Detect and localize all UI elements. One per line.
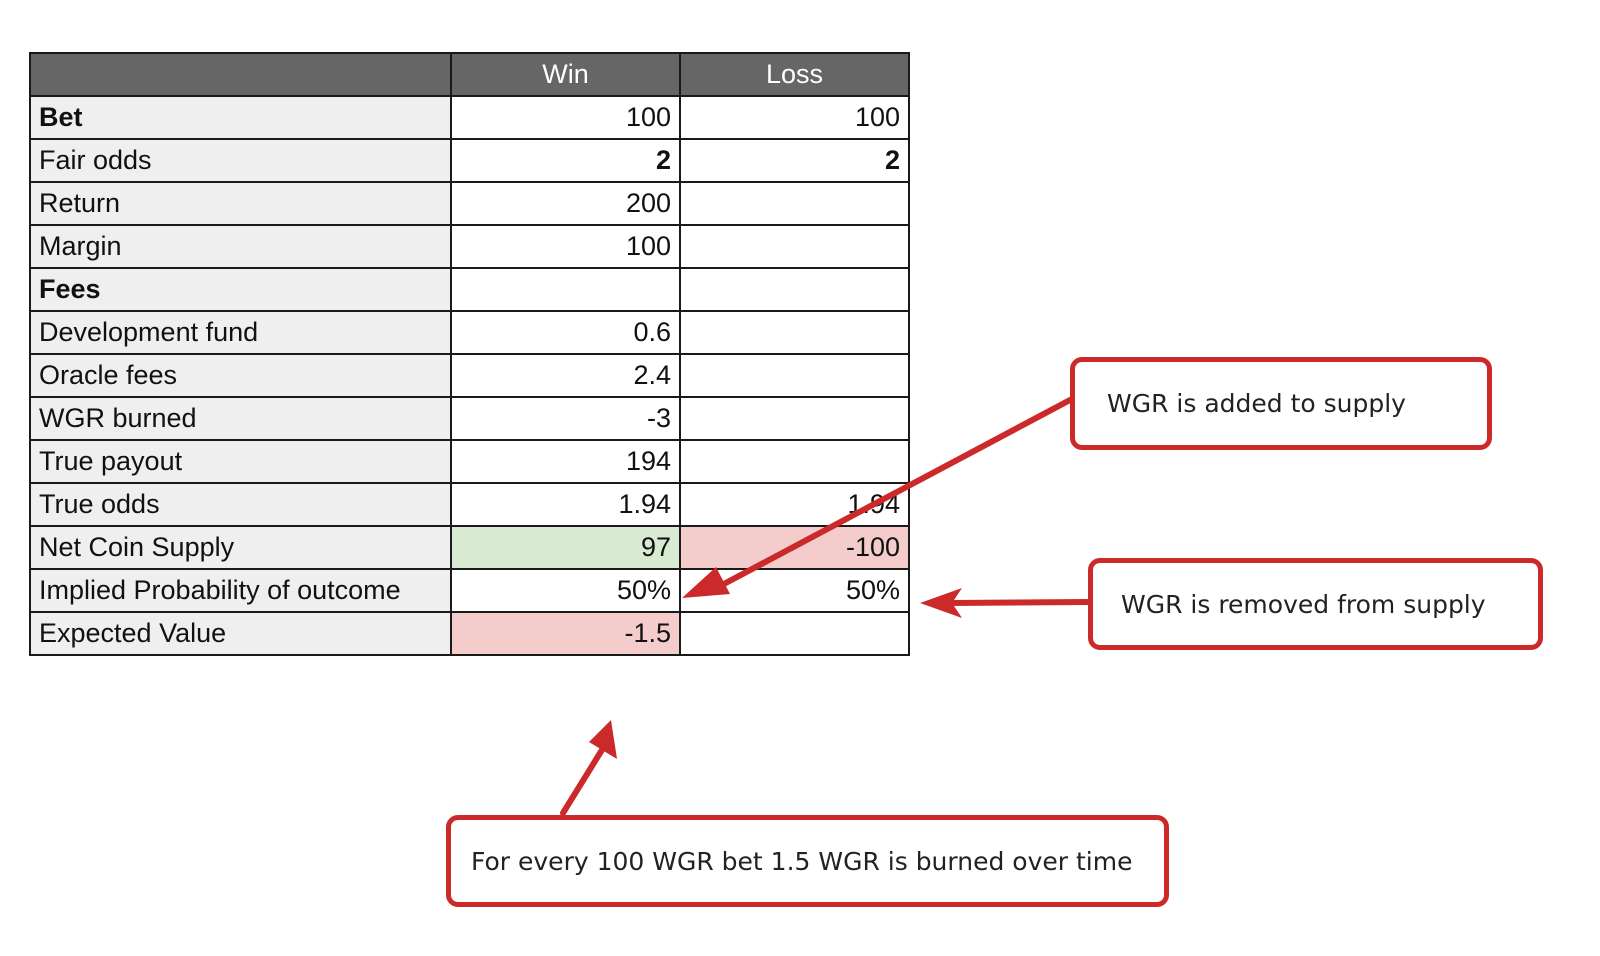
loss-value: 1.94 bbox=[679, 482, 910, 527]
arrow-burned-line bbox=[560, 742, 608, 816]
callout-added-text: WGR is added to supply bbox=[1107, 389, 1406, 418]
row-label: WGR burned bbox=[29, 396, 452, 441]
loss-value bbox=[679, 224, 910, 269]
table-row: Return 200 bbox=[29, 181, 910, 226]
row-label: Margin bbox=[29, 224, 452, 269]
win-value: 100 bbox=[450, 224, 681, 269]
table-row: True odds 1.94 1.94 bbox=[29, 482, 910, 527]
row-label: Bet bbox=[29, 95, 452, 140]
win-value: 50% bbox=[450, 568, 681, 613]
row-label: Fees bbox=[29, 267, 452, 312]
callout-burned-over-time: For every 100 WGR bet 1.5 WGR is burned … bbox=[446, 815, 1169, 907]
table-row: Fair odds 2 2 bbox=[29, 138, 910, 183]
win-value: 100 bbox=[450, 95, 681, 140]
table-row: Fees bbox=[29, 267, 910, 312]
loss-value: 100 bbox=[679, 95, 910, 140]
loss-value bbox=[679, 181, 910, 226]
loss-value bbox=[679, 396, 910, 441]
row-label: True payout bbox=[29, 439, 452, 484]
arrow-removed-head-icon bbox=[920, 588, 962, 618]
row-label: Net Coin Supply bbox=[29, 525, 452, 570]
header-loss: Loss bbox=[679, 52, 910, 97]
table-row: Expected Value -1.5 bbox=[29, 611, 910, 656]
win-value: 97 bbox=[450, 525, 681, 570]
win-value: 1.94 bbox=[450, 482, 681, 527]
win-value: 0.6 bbox=[450, 310, 681, 355]
header-win: Win bbox=[450, 52, 681, 97]
loss-value: 50% bbox=[679, 568, 910, 613]
table-row: Net Coin Supply 97 -100 bbox=[29, 525, 910, 570]
table-row: True payout 194 bbox=[29, 439, 910, 484]
win-value: 2.4 bbox=[450, 353, 681, 398]
callout-added-to-supply: WGR is added to supply bbox=[1070, 357, 1492, 450]
loss-value bbox=[679, 611, 910, 656]
table-row: Implied Probability of outcome 50% 50% bbox=[29, 568, 910, 613]
row-label: Return bbox=[29, 181, 452, 226]
table-row: Development fund 0.6 bbox=[29, 310, 910, 355]
row-label: Oracle fees bbox=[29, 353, 452, 398]
header-blank-cell bbox=[29, 52, 452, 97]
header-row: Win Loss bbox=[29, 52, 910, 97]
loss-value bbox=[679, 353, 910, 398]
table-row: Bet 100 100 bbox=[29, 95, 910, 140]
loss-value: -100 bbox=[679, 525, 910, 570]
row-label: Development fund bbox=[29, 310, 452, 355]
win-value: 200 bbox=[450, 181, 681, 226]
arrow-burned-head-icon bbox=[589, 720, 617, 759]
callout-burned-text: For every 100 WGR bet 1.5 WGR is burned … bbox=[471, 846, 1133, 876]
row-label: Expected Value bbox=[29, 611, 452, 656]
win-value: 2 bbox=[450, 138, 681, 183]
win-value: -3 bbox=[450, 396, 681, 441]
loss-value bbox=[679, 267, 910, 312]
loss-value: 2 bbox=[679, 138, 910, 183]
odds-table: Win Loss Bet 100 100 Fair odds 2 2 Retur… bbox=[29, 52, 910, 656]
callout-removed-text: WGR is removed from supply bbox=[1121, 589, 1486, 619]
table-row: Oracle fees 2.4 bbox=[29, 353, 910, 398]
win-value: -1.5 bbox=[450, 611, 681, 656]
loss-value bbox=[679, 439, 910, 484]
row-label: Implied Probability of outcome bbox=[29, 568, 452, 613]
arrow-removed-line bbox=[947, 599, 1091, 606]
table-row: Margin 100 bbox=[29, 224, 910, 269]
row-label: Fair odds bbox=[29, 138, 452, 183]
loss-value bbox=[679, 310, 910, 355]
row-label: True odds bbox=[29, 482, 452, 527]
win-value bbox=[450, 267, 681, 312]
win-value: 194 bbox=[450, 439, 681, 484]
callout-removed-from-supply: WGR is removed from supply bbox=[1088, 558, 1543, 650]
table-row: WGR burned -3 bbox=[29, 396, 910, 441]
